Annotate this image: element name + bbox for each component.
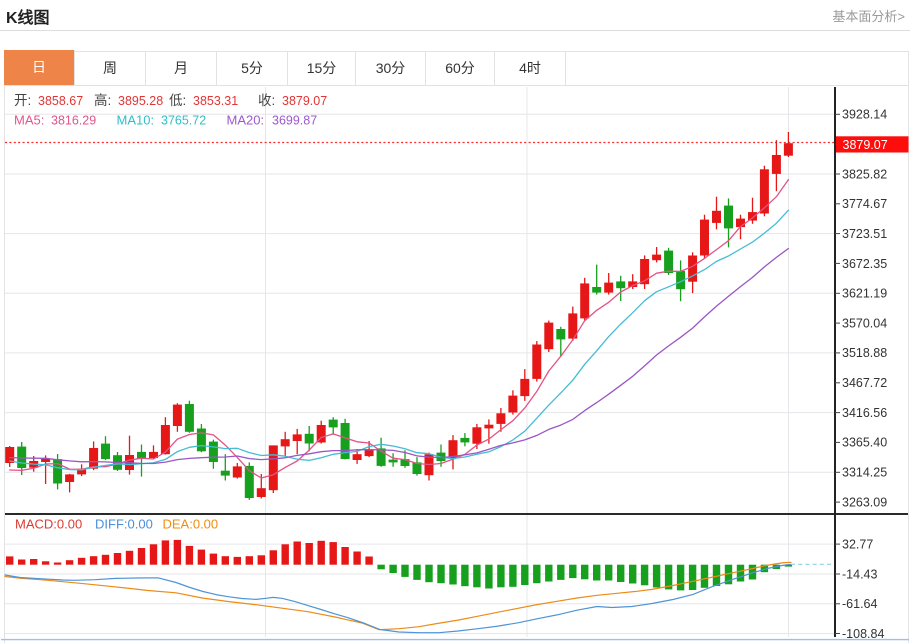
svg-text:低:: 低: bbox=[169, 93, 186, 108]
svg-text:MACD:0.00: MACD:0.00 bbox=[15, 517, 82, 532]
svg-text:-14.43: -14.43 bbox=[842, 567, 877, 581]
svg-text:-108.84: -108.84 bbox=[842, 627, 884, 641]
svg-text:3467.72: 3467.72 bbox=[842, 376, 887, 390]
svg-text:3774.67: 3774.67 bbox=[842, 197, 887, 211]
svg-text:3853.31: 3853.31 bbox=[193, 94, 238, 108]
svg-text:3263.09: 3263.09 bbox=[842, 495, 887, 509]
svg-text:3723.51: 3723.51 bbox=[842, 227, 887, 241]
svg-text:3765.72: 3765.72 bbox=[161, 114, 206, 128]
svg-text:3858.67: 3858.67 bbox=[38, 94, 83, 108]
svg-text:3825.82: 3825.82 bbox=[842, 167, 887, 181]
svg-text:开:: 开: bbox=[14, 93, 31, 108]
svg-text:收:: 收: bbox=[258, 93, 275, 108]
svg-text:3928.14: 3928.14 bbox=[842, 108, 887, 122]
svg-text:3879.07: 3879.07 bbox=[843, 138, 888, 152]
svg-text:3621.19: 3621.19 bbox=[842, 287, 887, 301]
svg-text:3365.40: 3365.40 bbox=[842, 436, 887, 450]
svg-text:32.77: 32.77 bbox=[842, 537, 873, 551]
svg-text:DIFF:0.00: DIFF:0.00 bbox=[95, 517, 153, 532]
svg-text:3816.29: 3816.29 bbox=[51, 114, 96, 128]
svg-text:高:: 高: bbox=[94, 92, 111, 108]
svg-text:DEA:0.00: DEA:0.00 bbox=[163, 517, 219, 532]
svg-text:MA20:: MA20: bbox=[227, 113, 265, 128]
svg-text:3416.56: 3416.56 bbox=[842, 406, 887, 420]
svg-text:-61.64: -61.64 bbox=[842, 597, 877, 611]
svg-text:3879.07: 3879.07 bbox=[282, 94, 327, 108]
svg-text:3699.87: 3699.87 bbox=[272, 114, 317, 128]
svg-text:3895.28: 3895.28 bbox=[118, 94, 163, 108]
svg-text:3314.25: 3314.25 bbox=[842, 466, 887, 480]
svg-text:3672.35: 3672.35 bbox=[842, 257, 887, 271]
svg-text:MA10:: MA10: bbox=[117, 113, 155, 128]
svg-text:3570.04: 3570.04 bbox=[842, 316, 887, 330]
svg-text:MA5:: MA5: bbox=[14, 113, 44, 128]
svg-text:3518.88: 3518.88 bbox=[842, 346, 887, 360]
